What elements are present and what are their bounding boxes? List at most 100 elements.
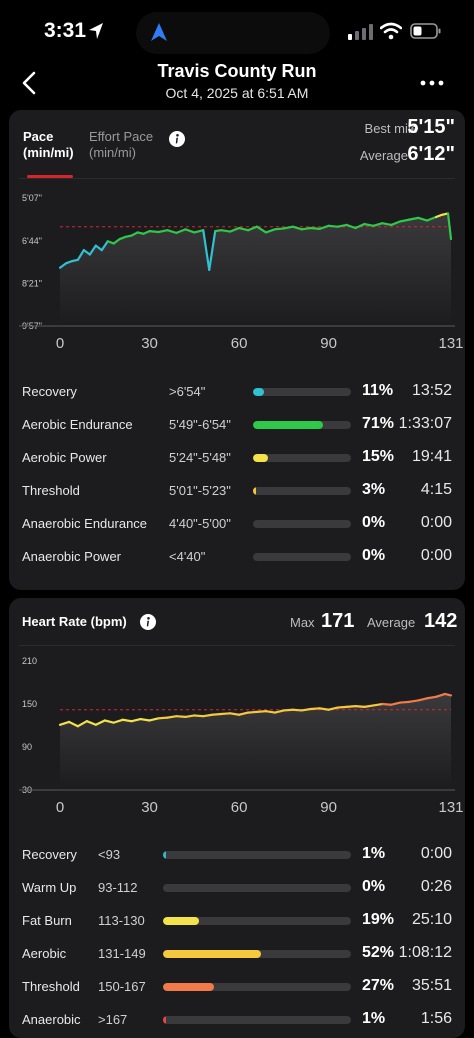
zone-progress-fill bbox=[253, 454, 268, 462]
zone-progress-bar bbox=[163, 917, 351, 925]
zone-name: Recovery bbox=[22, 384, 77, 399]
hr-line-segment bbox=[372, 702, 384, 707]
hr-line-segment bbox=[121, 718, 133, 723]
dynamic-island bbox=[136, 12, 330, 54]
zone-progress-fill bbox=[163, 950, 261, 958]
max-hr-value: 171 bbox=[321, 610, 355, 632]
pace-line-segment bbox=[76, 248, 85, 261]
zone-progress-bar bbox=[163, 950, 351, 958]
pace-line-segment bbox=[446, 212, 453, 241]
zone-name: Aerobic Power bbox=[22, 450, 107, 465]
hr-x-tick-label: 30 bbox=[141, 799, 158, 816]
activity-datetime: Oct 4, 2025 at 6:51 AM bbox=[165, 85, 309, 101]
zone-progress-fill bbox=[253, 388, 264, 396]
zone-percent: 52% bbox=[362, 944, 395, 961]
zone-duration: 25:10 bbox=[411, 911, 452, 928]
hr-line-segment bbox=[175, 715, 187, 719]
hr-x-tick-label: 0 bbox=[56, 799, 64, 816]
pace-line-segment bbox=[100, 240, 109, 252]
zone-duration: 1:33:07 bbox=[398, 415, 452, 432]
hr-line-segment bbox=[220, 712, 232, 716]
average-hr-value: 142 bbox=[424, 610, 458, 632]
pace-y-tick-label: 8'21" bbox=[22, 279, 42, 289]
pace-line-segment bbox=[327, 224, 339, 228]
hr-y-tick-label: 150 bbox=[22, 699, 37, 709]
zone-range: 5'24"-5'48" bbox=[169, 450, 231, 465]
card-divider bbox=[19, 178, 455, 179]
pace-zone-row: Recovery >6'54" 11% 13:52 bbox=[9, 380, 465, 404]
pace-line-segment bbox=[112, 237, 121, 245]
tab-pace-label: Pace bbox=[23, 129, 54, 144]
zone-range: 131-149 bbox=[98, 946, 146, 961]
tab-pace[interactable]: Pace (min/mi) bbox=[23, 129, 74, 161]
info-icon[interactable] bbox=[169, 131, 185, 147]
pace-line-segment bbox=[202, 229, 211, 272]
tab-effort-pace[interactable]: Effort Pace (min/mi) bbox=[89, 129, 153, 161]
hr-line-segment bbox=[130, 717, 142, 723]
pace-line-segment bbox=[363, 222, 375, 227]
zone-range: <4'40" bbox=[169, 549, 206, 564]
hr-zone-row: Anaerobic >167 1% 1:56 bbox=[9, 1008, 465, 1032]
zone-percent: 19% bbox=[362, 911, 395, 928]
hr-x-tick-label: 90 bbox=[320, 799, 337, 816]
zone-range: <93 bbox=[98, 847, 121, 862]
zone-duration: 13:52 bbox=[411, 382, 452, 399]
pace-x-tick-label: 90 bbox=[320, 335, 337, 352]
hr-line-segment bbox=[139, 717, 151, 722]
pace-y-tick-label: 5'07" bbox=[22, 193, 42, 203]
best-mile-label: Best mile bbox=[364, 121, 418, 136]
hr-line-segment bbox=[246, 710, 259, 714]
pace-line-segment bbox=[426, 215, 438, 222]
zone-progress-bar bbox=[163, 1016, 351, 1024]
hr-x-tick-label: 60 bbox=[231, 799, 248, 816]
pace-line-segment bbox=[399, 218, 411, 223]
pace-line-segment bbox=[273, 227, 285, 231]
hr-line-segment bbox=[282, 708, 294, 712]
pace-line-segment bbox=[82, 248, 91, 256]
pace-x-tick-label: 131 bbox=[438, 335, 463, 352]
pace-chart: 5'07"6'44"8'21"9'57"0 30 60 90 131 bbox=[19, 193, 464, 352]
pace-line-segment bbox=[237, 226, 250, 232]
zone-percent: 0% bbox=[362, 514, 386, 531]
tab-active-indicator bbox=[27, 175, 73, 178]
pace-line-segment bbox=[58, 262, 68, 269]
hr-line-segment bbox=[67, 720, 80, 728]
pace-line-segment bbox=[309, 226, 321, 230]
zone-progress-bar bbox=[163, 884, 351, 892]
hr-line-segment bbox=[166, 715, 178, 719]
hr-zone-row: Recovery <93 1% 0:00 bbox=[9, 843, 465, 867]
zone-name: Recovery bbox=[22, 847, 77, 862]
location-arrow-icon bbox=[89, 23, 103, 39]
max-hr-label: Max bbox=[290, 615, 315, 630]
hr-line-segment bbox=[94, 719, 106, 726]
hr-info-icon[interactable] bbox=[140, 614, 156, 630]
zone-progress-fill bbox=[253, 487, 256, 495]
back-chevron-icon[interactable] bbox=[18, 70, 42, 96]
hr-line-segment bbox=[417, 697, 429, 702]
zone-progress-bar bbox=[253, 487, 351, 495]
hr-line-segment bbox=[345, 705, 357, 708]
pace-line-segment bbox=[229, 226, 241, 233]
pace-line-segment bbox=[381, 222, 393, 227]
zone-percent: 11% bbox=[362, 382, 394, 399]
zone-progress-fill bbox=[163, 983, 214, 991]
navigation-arrow-icon bbox=[151, 23, 167, 41]
hr-line-segment bbox=[85, 720, 97, 726]
pace-zone-row: Aerobic Power 5'24"-5'48" 15% 19:41 bbox=[9, 446, 465, 470]
zone-range: 5'49"-6'54" bbox=[169, 417, 231, 432]
zone-percent: 3% bbox=[362, 481, 386, 498]
hr-line-segment bbox=[354, 705, 366, 708]
hr-zone-row: Aerobic 131-149 52% 1:08:12 bbox=[9, 942, 465, 966]
pace-line-segment bbox=[246, 225, 259, 232]
hr-line-segment bbox=[184, 714, 196, 719]
heart-rate-card: Heart Rate (bpm) Max 171 Average 142 210… bbox=[9, 598, 465, 1038]
pace-card: Pace (min/mi) Effort Pace (min/mi) Best … bbox=[9, 110, 465, 590]
hr-line-segment bbox=[148, 717, 160, 722]
zone-percent: 71% bbox=[362, 415, 395, 432]
more-options-icon[interactable] bbox=[420, 79, 444, 87]
pace-line-segment bbox=[372, 222, 384, 227]
hr-line-segment bbox=[434, 692, 447, 698]
hr-line-segment bbox=[399, 700, 411, 704]
hr-line-segment bbox=[336, 705, 348, 709]
